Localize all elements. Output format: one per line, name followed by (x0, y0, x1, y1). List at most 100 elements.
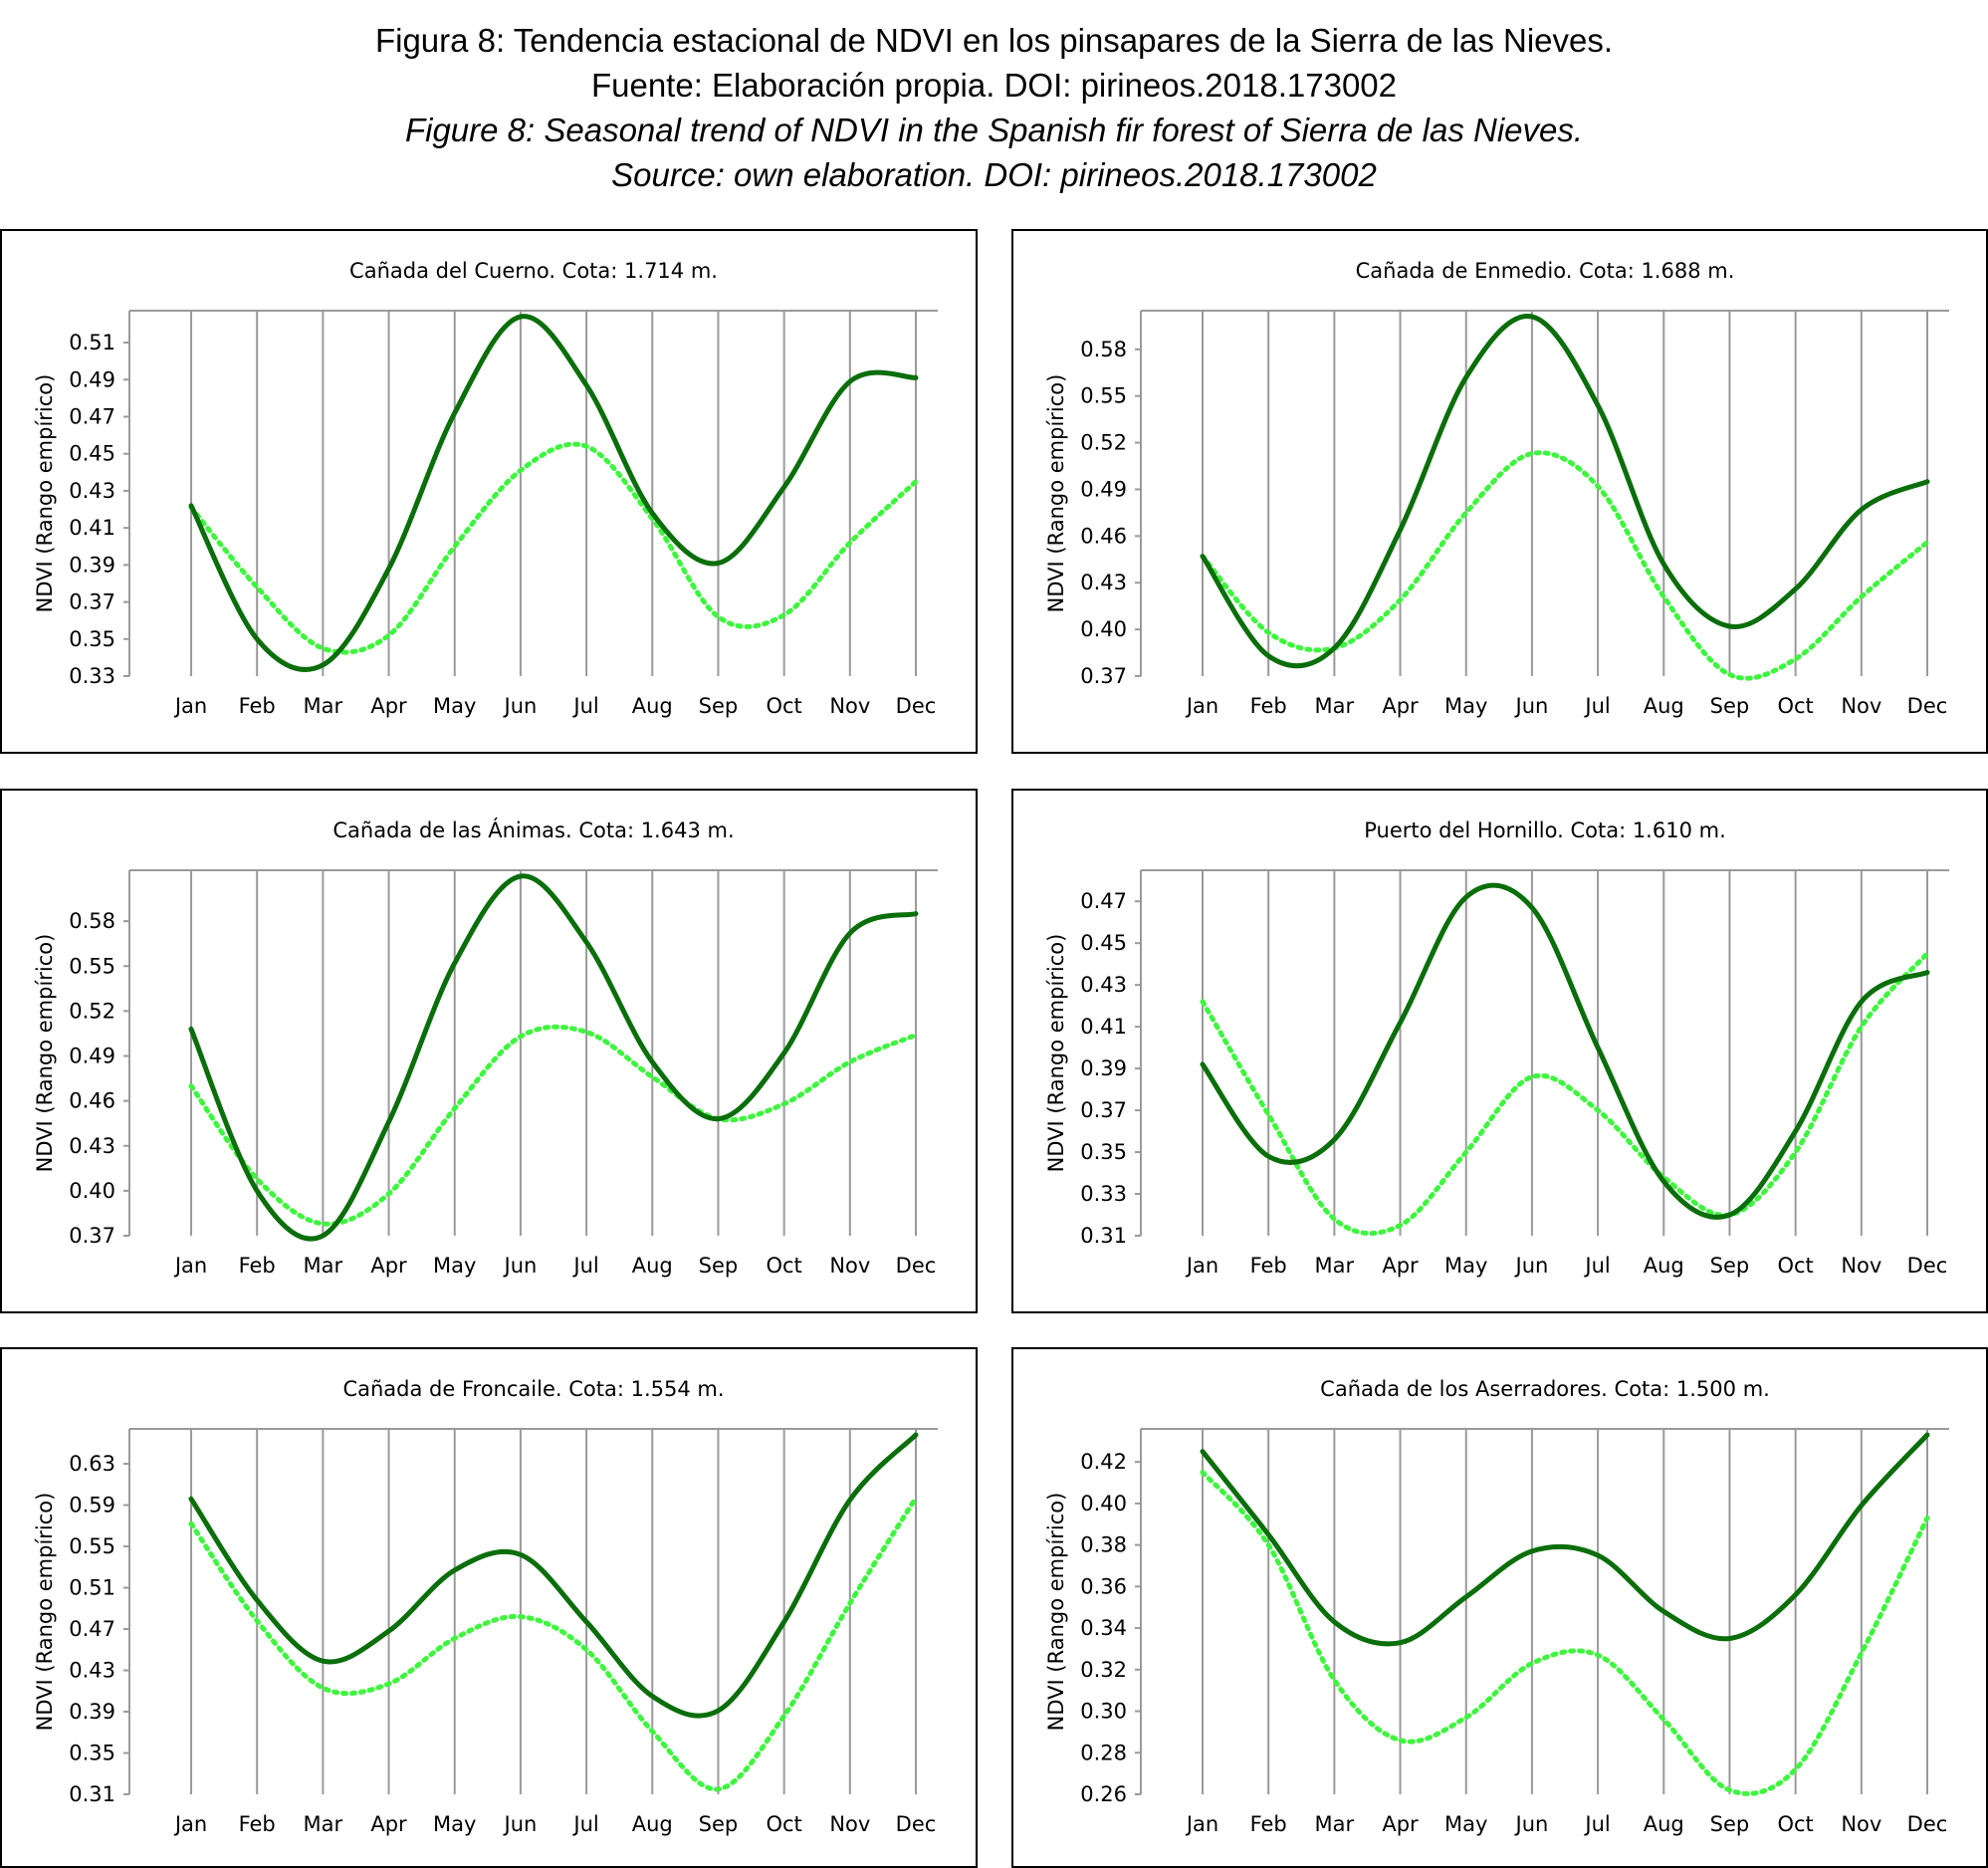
y-axis-label: NDVI (Rango empírico) (33, 934, 57, 1173)
x-tick-label: Jul (571, 1254, 598, 1278)
x-tick-label: Apr (370, 1812, 407, 1836)
x-tick-label: Dec (896, 694, 937, 718)
series-line-dotted (188, 1024, 919, 1227)
y-tick-label: 0.49 (69, 367, 115, 391)
x-tick-label: Nov (829, 1254, 870, 1278)
x-tick-label: Jan (1185, 694, 1218, 718)
x-tick-label: Nov (829, 694, 870, 718)
chart-title: Cañada de los Aserradores. Cota: 1.500 m… (1320, 1377, 1770, 1401)
y-tick-label: 0.45 (69, 442, 115, 466)
chart-panel-canada-de-enmedio: Cañada de Enmedio. Cota: 1.688 m. NDVI (R… (1011, 229, 1988, 754)
y-tick-label: 0.51 (69, 1576, 115, 1600)
y-tick-label: 0.34 (1080, 1616, 1127, 1640)
x-tick-label: Dec (1907, 1812, 1948, 1836)
y-tick-label: 0.30 (1080, 1700, 1127, 1724)
y-tick-label: 0.63 (69, 1452, 115, 1476)
x-tick-label: May (433, 1254, 476, 1278)
y-tick-label: 0.42 (1080, 1450, 1127, 1474)
chart-title: Cañada de Enmedio. Cota: 1.688 m. (1356, 259, 1735, 283)
x-tick-label: Mar (1315, 694, 1355, 718)
x-tick-label: Aug (1644, 1254, 1684, 1278)
x-tick-label: Oct (766, 1254, 801, 1278)
chart-panel-canada-de-las-animas: Cañada de las Ánimas. Cota: 1.643 m. NDVI… (0, 789, 978, 1313)
y-tick-label: 0.43 (69, 1134, 115, 1158)
x-tick-label: Jan (173, 1812, 207, 1836)
series-line-solid (188, 314, 919, 672)
chart-svg: Cañada del Cuerno. Cota: 1.714 m. NDVI (R… (33, 259, 938, 718)
x-tick-label: Apr (1382, 1254, 1419, 1278)
x-tick-label: Feb (1250, 694, 1287, 718)
y-tick-label: 0.43 (1080, 973, 1127, 997)
chart-title: Cañada de Froncaile. Cota: 1.554 m. (342, 1377, 724, 1401)
x-tick-label: Dec (1907, 1254, 1948, 1278)
x-tick-label: Jul (1583, 1254, 1610, 1278)
x-tick-label: Feb (1250, 1254, 1287, 1278)
y-tick-label: 0.39 (69, 553, 115, 577)
y-tick-label: 0.26 (1080, 1782, 1127, 1806)
x-tick-label: Aug (632, 694, 673, 718)
y-tick-label: 0.28 (1080, 1741, 1127, 1764)
series-line-solid (1200, 882, 1930, 1220)
chart-panel-canada-de-froncaile: Cañada de Froncaile. Cota: 1.554 m. NDVI … (0, 1347, 978, 1868)
x-tick-label: Apr (370, 694, 407, 718)
y-tick-label: 0.55 (69, 954, 115, 978)
x-tick-label: Jun (503, 694, 538, 718)
y-tick-label: 0.46 (69, 1089, 115, 1113)
chart-svg: Puerto del Hornillo. Cota: 1.610 m. NDVI … (1044, 818, 1949, 1278)
y-tick-label: 0.39 (1080, 1056, 1127, 1080)
x-tick-label: Sep (699, 1254, 739, 1278)
chart-panel-canada-de-los-aserradores: Cañada de los Aserradores. Cota: 1.500 m… (1011, 1347, 1988, 1868)
chart-svg: Cañada de Enmedio. Cota: 1.688 m. NDVI (R… (1044, 259, 1949, 718)
x-tick-label: Nov (1841, 694, 1881, 718)
x-tick-label: Jun (1514, 694, 1549, 718)
y-tick-label: 0.37 (1080, 1098, 1127, 1122)
x-tick-label: Oct (766, 694, 801, 718)
y-tick-label: 0.40 (1080, 1492, 1127, 1516)
chart-title: Puerto del Hornillo. Cota: 1.610 m. (1364, 818, 1726, 842)
x-tick-label: Jun (1514, 1812, 1549, 1836)
x-tick-label: Jan (173, 694, 207, 718)
x-tick-label: Mar (1315, 1254, 1355, 1278)
y-tick-label: 0.31 (69, 1782, 115, 1806)
series-line-solid (1200, 1432, 1930, 1647)
caption-es-line2: Fuente: Elaboración propia. DOI: pirineo… (590, 67, 1398, 104)
y-tick-label: 0.37 (69, 1224, 115, 1248)
y-tick-label: 0.51 (69, 331, 115, 354)
y-axis-label: NDVI (Rango empírico) (33, 1493, 57, 1732)
y-tick-label: 0.38 (1080, 1533, 1127, 1557)
x-tick-label: Dec (896, 1254, 937, 1278)
y-tick-label: 0.33 (1080, 1182, 1127, 1206)
y-tick-label: 0.55 (69, 1534, 115, 1558)
series-line-dotted (188, 441, 919, 655)
caption-en-line1: Figure 8: Seasonal trend of NDVI in the … (404, 112, 1584, 148)
x-tick-label: Dec (1907, 694, 1948, 718)
y-tick-label: 0.43 (69, 1659, 115, 1683)
x-tick-label: May (433, 1812, 476, 1836)
x-tick-label: Nov (1841, 1812, 1881, 1836)
x-tick-label: Jul (1583, 1812, 1610, 1836)
x-tick-label: Aug (632, 1812, 673, 1836)
y-tick-label: 0.37 (1080, 664, 1127, 688)
x-tick-label: Sep (1710, 1812, 1750, 1836)
x-tick-label: Apr (370, 1254, 407, 1278)
x-tick-label: Dec (896, 1812, 937, 1836)
x-tick-label: Feb (239, 1254, 276, 1278)
x-tick-label: Feb (239, 694, 276, 718)
x-tick-label: Mar (1315, 1812, 1355, 1836)
x-tick-label: Mar (304, 1812, 343, 1836)
y-tick-label: 0.40 (69, 1179, 115, 1203)
chart-svg: Cañada de los Aserradores. Cota: 1.500 m… (1044, 1377, 1949, 1836)
x-tick-label: Jun (503, 1812, 538, 1836)
series-line-solid (188, 873, 919, 1242)
x-tick-label: May (1444, 694, 1487, 718)
chart-panel-canada-del-cuerno: Cañada del Cuerno. Cota: 1.714 m. NDVI (R… (0, 229, 978, 754)
series-line-dotted (1200, 951, 1930, 1237)
y-tick-label: 0.39 (69, 1700, 115, 1724)
x-tick-label: Sep (699, 694, 739, 718)
x-tick-label: Sep (1710, 1254, 1750, 1278)
x-tick-label: Oct (766, 1812, 801, 1836)
y-tick-label: 0.55 (1080, 384, 1127, 408)
x-tick-label: Oct (1777, 1812, 1813, 1836)
x-tick-label: Sep (699, 1812, 739, 1836)
x-tick-label: Jun (503, 1254, 538, 1278)
